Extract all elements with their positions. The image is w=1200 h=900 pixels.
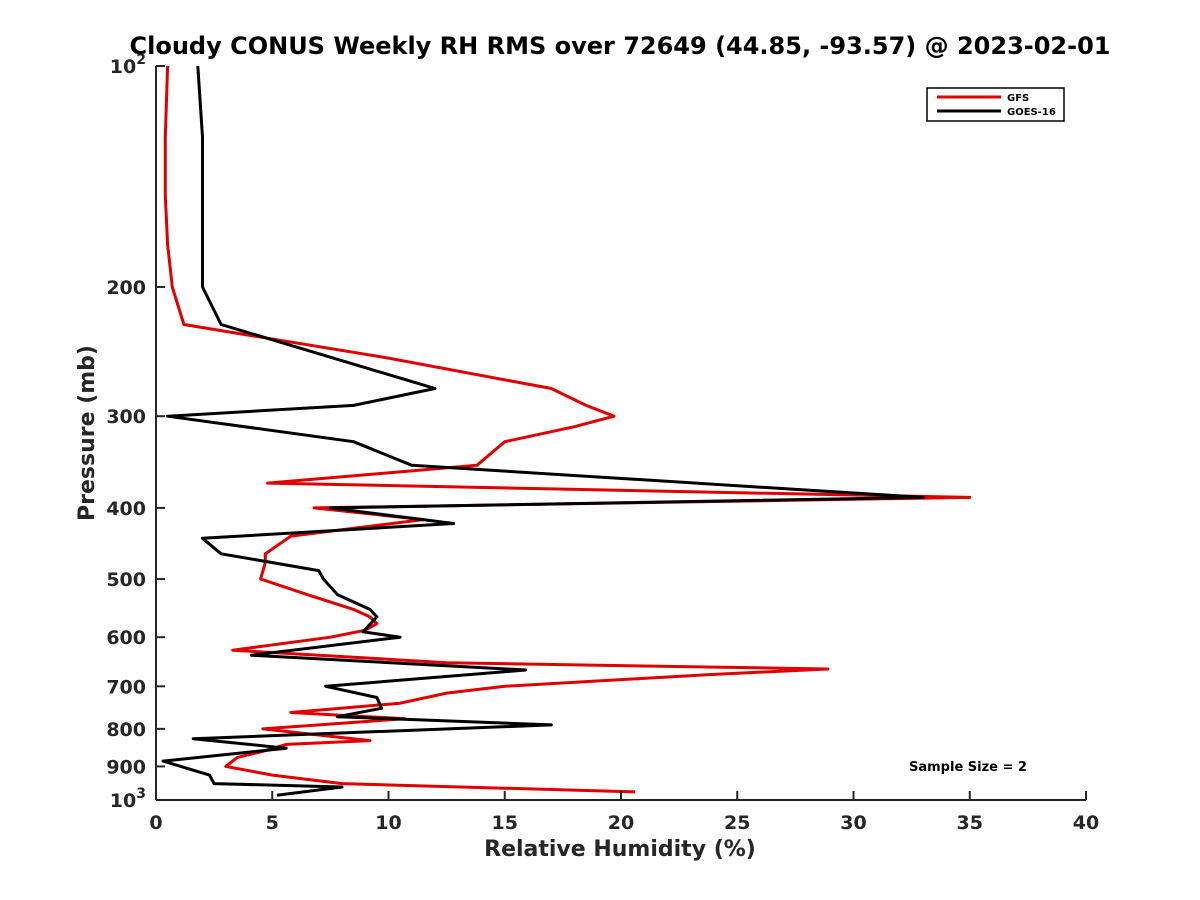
series-lines <box>161 65 972 797</box>
y-tick-label: 300 <box>106 406 146 428</box>
y-tick-label: 700 <box>106 676 146 698</box>
y-tick-label: 200 <box>106 277 146 299</box>
y-tick-label: 400 <box>106 498 146 520</box>
series-line-gfs <box>163 65 972 794</box>
x-tick-label: 40 <box>1073 812 1099 834</box>
legend-label: GOES-16 <box>1007 107 1056 118</box>
y-tick-label: 800 <box>106 719 146 741</box>
plot-area <box>156 66 1086 800</box>
y-tick-label: 500 <box>106 569 146 591</box>
x-tick-label: 20 <box>608 812 634 834</box>
x-tick-label: 35 <box>957 812 983 834</box>
x-axis-label: Relative Humidity (%) <box>484 837 756 862</box>
y-tick-label: 102 <box>110 52 146 78</box>
x-tick-label: 0 <box>149 812 162 834</box>
x-tick-label: 25 <box>724 812 750 834</box>
x-tick-label: 15 <box>492 812 518 834</box>
axes: 0 5 10 15 20 25 30 35 40 102 200 300 400 500 600 700 800… <box>106 52 1099 834</box>
chart-title: Cloudy CONUS Weekly RH RMS over 72649 (4… <box>130 32 1111 60</box>
sample-size-annotation: Sample Size = 2 <box>909 760 1027 775</box>
series-line-goes-16 <box>161 65 925 797</box>
y-tick-label: 103 <box>110 786 146 812</box>
y-tick-label: 900 <box>106 756 146 778</box>
legend: GFS GOES-16 <box>926 87 1065 122</box>
plot-background <box>156 66 1086 800</box>
y-axis-label: Pressure (mb) <box>75 345 100 521</box>
x-tick-label: 10 <box>375 812 401 834</box>
y-tick-label: 600 <box>106 627 146 649</box>
x-tick-label: 5 <box>266 812 279 834</box>
legend-box <box>926 87 1065 122</box>
legend-label: GFS <box>1007 93 1029 104</box>
x-tick-label: 30 <box>840 812 866 834</box>
